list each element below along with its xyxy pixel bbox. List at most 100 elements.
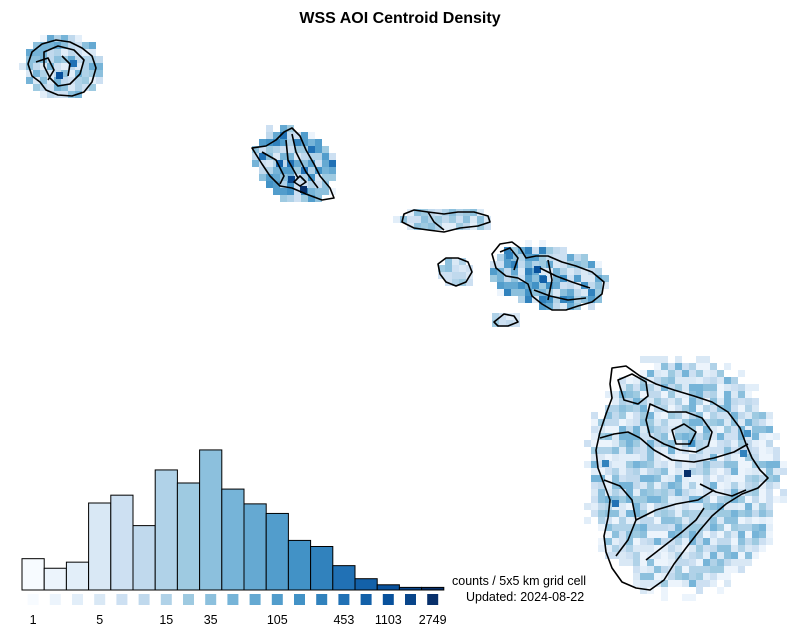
density-cell	[647, 426, 654, 433]
density-cell	[661, 510, 668, 517]
density-cell	[89, 49, 96, 56]
density-cell	[731, 489, 738, 496]
density-cell	[710, 384, 717, 391]
density-cell	[710, 566, 717, 573]
density-cell	[466, 265, 473, 272]
density-cell	[640, 503, 647, 510]
density-cell	[605, 545, 612, 552]
density-cell	[591, 475, 598, 482]
density-cell	[19, 63, 26, 70]
density-cell	[731, 454, 738, 461]
density-cell	[696, 552, 703, 559]
density-cell	[546, 275, 553, 282]
density-cell	[442, 209, 449, 216]
density-cell	[675, 405, 682, 412]
density-cell	[588, 261, 595, 268]
density-cell	[47, 42, 54, 49]
legend-bar	[43, 567, 67, 591]
density-cell	[47, 56, 54, 63]
density-cell	[759, 454, 766, 461]
density-cell	[421, 209, 428, 216]
density-cell	[654, 545, 661, 552]
density-cell	[710, 580, 717, 587]
density-cell	[731, 433, 738, 440]
density-cell	[675, 545, 682, 552]
density-cell	[703, 552, 710, 559]
density-cell	[280, 167, 287, 174]
density-cell	[675, 580, 682, 587]
density-cell	[539, 303, 546, 310]
density-cell	[689, 405, 696, 412]
density-cell	[280, 132, 287, 139]
density-cell	[696, 538, 703, 545]
density-cell	[759, 496, 766, 503]
density-cell	[301, 139, 308, 146]
density-cell	[710, 510, 717, 517]
density-cell	[567, 254, 574, 261]
density-cell	[675, 447, 682, 454]
density-cell	[518, 275, 525, 282]
density-cell	[315, 181, 322, 188]
density-cell	[675, 517, 682, 524]
density-cell	[280, 125, 287, 132]
density-cell	[759, 503, 766, 510]
density-cell	[731, 545, 738, 552]
density-cell	[752, 384, 759, 391]
density-cell	[682, 377, 689, 384]
density-cell	[294, 188, 301, 195]
density-cell	[553, 303, 560, 310]
density-cell	[668, 419, 675, 426]
density-cell	[745, 412, 752, 419]
density-cell	[752, 440, 759, 447]
legend-tick-label: 2749	[419, 613, 447, 627]
density-cell	[745, 391, 752, 398]
density-cell	[703, 496, 710, 503]
density-cell	[738, 496, 745, 503]
density-cell	[731, 419, 738, 426]
density-cell	[61, 42, 68, 49]
density-cell	[511, 275, 518, 282]
density-cell	[703, 461, 710, 468]
density-cell	[595, 282, 602, 289]
density-cell	[322, 153, 329, 160]
density-cell	[534, 266, 541, 273]
density-cell	[54, 84, 61, 91]
density-cell	[89, 84, 96, 91]
density-cell	[682, 405, 689, 412]
units-label: counts / 5x5 km grid cell	[452, 574, 587, 588]
density-cell	[703, 573, 710, 580]
density-cell	[598, 489, 605, 496]
density-cell	[626, 461, 633, 468]
density-cell	[703, 475, 710, 482]
density-cell	[696, 580, 703, 587]
density-cell	[421, 216, 428, 223]
density-cell	[591, 482, 598, 489]
density-cell	[661, 482, 668, 489]
density-cell	[654, 552, 661, 559]
density-cell	[689, 377, 696, 384]
density-cell	[710, 552, 717, 559]
density-cell	[661, 398, 668, 405]
density-cell	[75, 70, 82, 77]
density-cell	[668, 517, 675, 524]
density-cell	[668, 461, 675, 468]
density-cell	[633, 538, 640, 545]
density-cell	[696, 454, 703, 461]
density-cell	[675, 482, 682, 489]
density-cell	[703, 377, 710, 384]
density-cell	[287, 146, 294, 153]
density-cell	[773, 496, 780, 503]
density-cell	[668, 384, 675, 391]
density-cell	[82, 84, 89, 91]
density-cell	[612, 482, 619, 489]
density-cell	[612, 517, 619, 524]
density-cell	[640, 405, 647, 412]
density-cell	[33, 77, 40, 84]
density-cell	[684, 470, 691, 477]
density-cell	[752, 454, 759, 461]
density-cell	[82, 49, 89, 56]
density-cell	[273, 181, 280, 188]
density-cell	[47, 63, 54, 70]
density-cell	[445, 258, 452, 265]
density-cell	[731, 440, 738, 447]
